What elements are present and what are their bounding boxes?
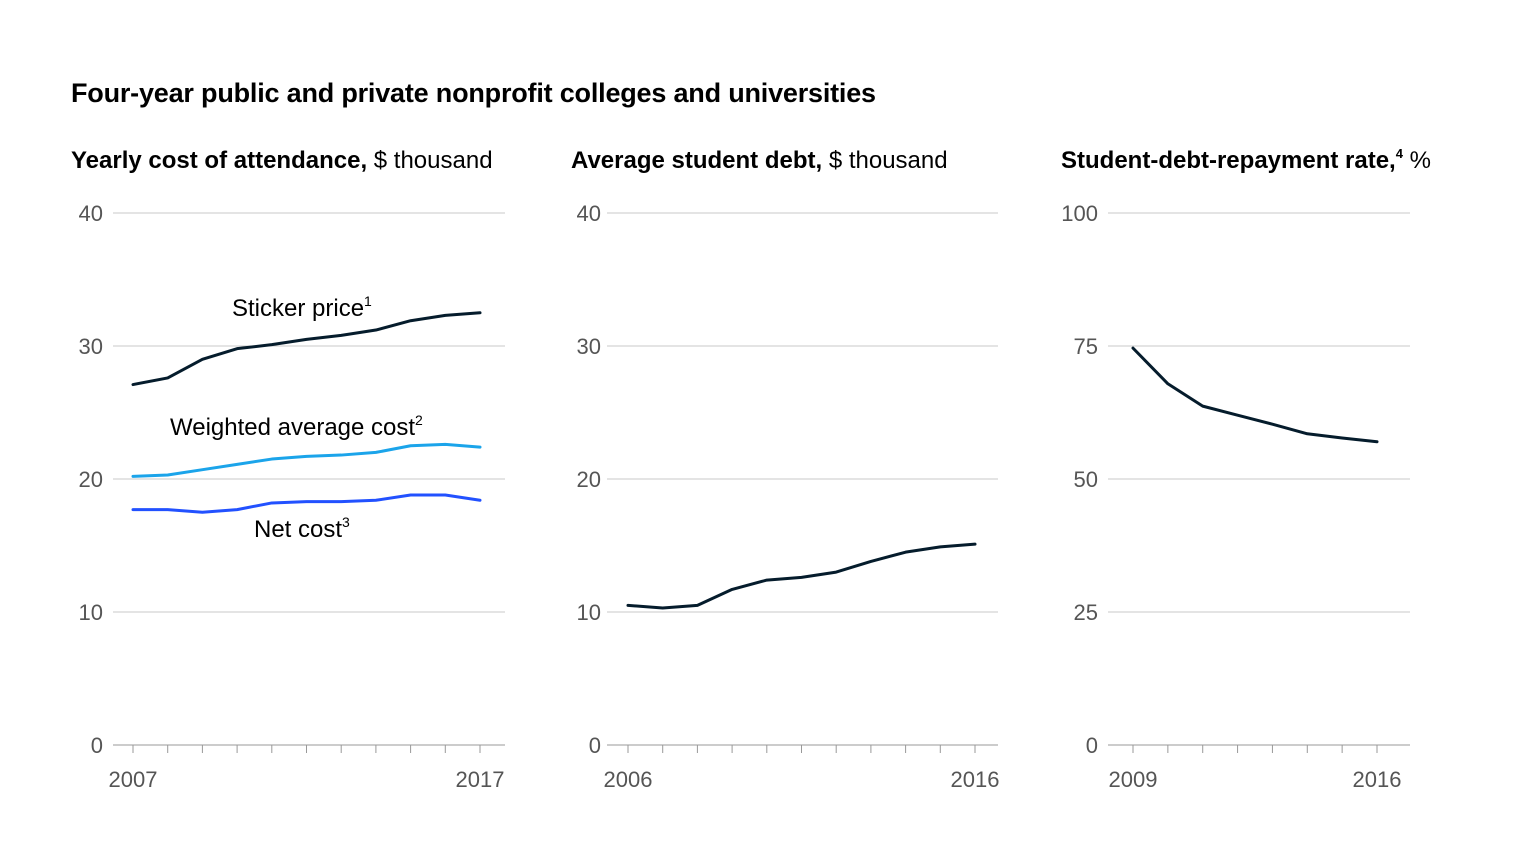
panel-title-bold: Average student debt, bbox=[571, 147, 823, 174]
series-label: Sticker price1 bbox=[232, 293, 372, 322]
panel-title-unit: $ thousand bbox=[367, 147, 493, 174]
panel-title-debt: Average student debt, $ thousand bbox=[571, 146, 948, 175]
panel-title-bold: Yearly cost of attendance, bbox=[71, 147, 368, 174]
y-tick-label: 40 bbox=[79, 201, 103, 226]
panel-title-bold: Student-debt-repayment rate, bbox=[1061, 147, 1396, 174]
series-line-debt-1 bbox=[626, 542, 977, 610]
y-tick-label: 0 bbox=[589, 733, 601, 758]
y-tick-label: 20 bbox=[79, 467, 103, 492]
y-tick-label: 25 bbox=[1074, 600, 1098, 625]
series-line-net-cost bbox=[131, 493, 482, 514]
x-tick-label: 2006 bbox=[604, 767, 653, 792]
x-tick-label: 2016 bbox=[1353, 767, 1402, 792]
series-label-sup: 3 bbox=[342, 514, 350, 530]
y-tick-label: 20 bbox=[577, 467, 601, 492]
series-label: Net cost3 bbox=[254, 514, 350, 543]
x-tick-label: 2016 bbox=[951, 767, 1000, 792]
x-tick-label: 2007 bbox=[109, 767, 158, 792]
y-tick-label: 30 bbox=[79, 334, 103, 359]
y-tick-label: 10 bbox=[79, 600, 103, 625]
series-label-sup: 2 bbox=[415, 412, 423, 428]
series-line-debt-2 bbox=[1131, 346, 1379, 444]
y-tick-label: 40 bbox=[577, 201, 601, 226]
panel-title-unit: $ thousand bbox=[822, 147, 948, 174]
series-label: Weighted average cost2 bbox=[170, 412, 423, 441]
x-tick-label: 2009 bbox=[1109, 767, 1158, 792]
panel-title-sup: 4 bbox=[1395, 146, 1403, 161]
y-tick-label: 30 bbox=[577, 334, 601, 359]
panel-title-unit: % bbox=[1402, 147, 1431, 174]
y-tick-label: 100 bbox=[1061, 201, 1098, 226]
series-label-sup: 1 bbox=[364, 293, 372, 309]
series-line-weighted-average-cost bbox=[131, 442, 482, 478]
y-tick-label: 75 bbox=[1074, 334, 1098, 359]
series-label-text: Weighted average cost bbox=[170, 414, 415, 441]
panel-title-repayment: Student-debt-repayment rate,4 % bbox=[1061, 146, 1431, 175]
x-tick-label: 2017 bbox=[456, 767, 505, 792]
series-label-text: Sticker price bbox=[232, 295, 364, 322]
y-tick-label: 0 bbox=[91, 733, 103, 758]
y-tick-label: 10 bbox=[577, 600, 601, 625]
series-line-sticker-price bbox=[131, 311, 482, 387]
series-label-text: Net cost bbox=[254, 516, 342, 543]
panel-title-cost: Yearly cost of attendance, $ thousand bbox=[71, 146, 493, 175]
y-tick-label: 0 bbox=[1086, 733, 1098, 758]
y-tick-label: 50 bbox=[1074, 467, 1098, 492]
chart-title: Four-year public and private nonprofit c… bbox=[71, 78, 876, 108]
